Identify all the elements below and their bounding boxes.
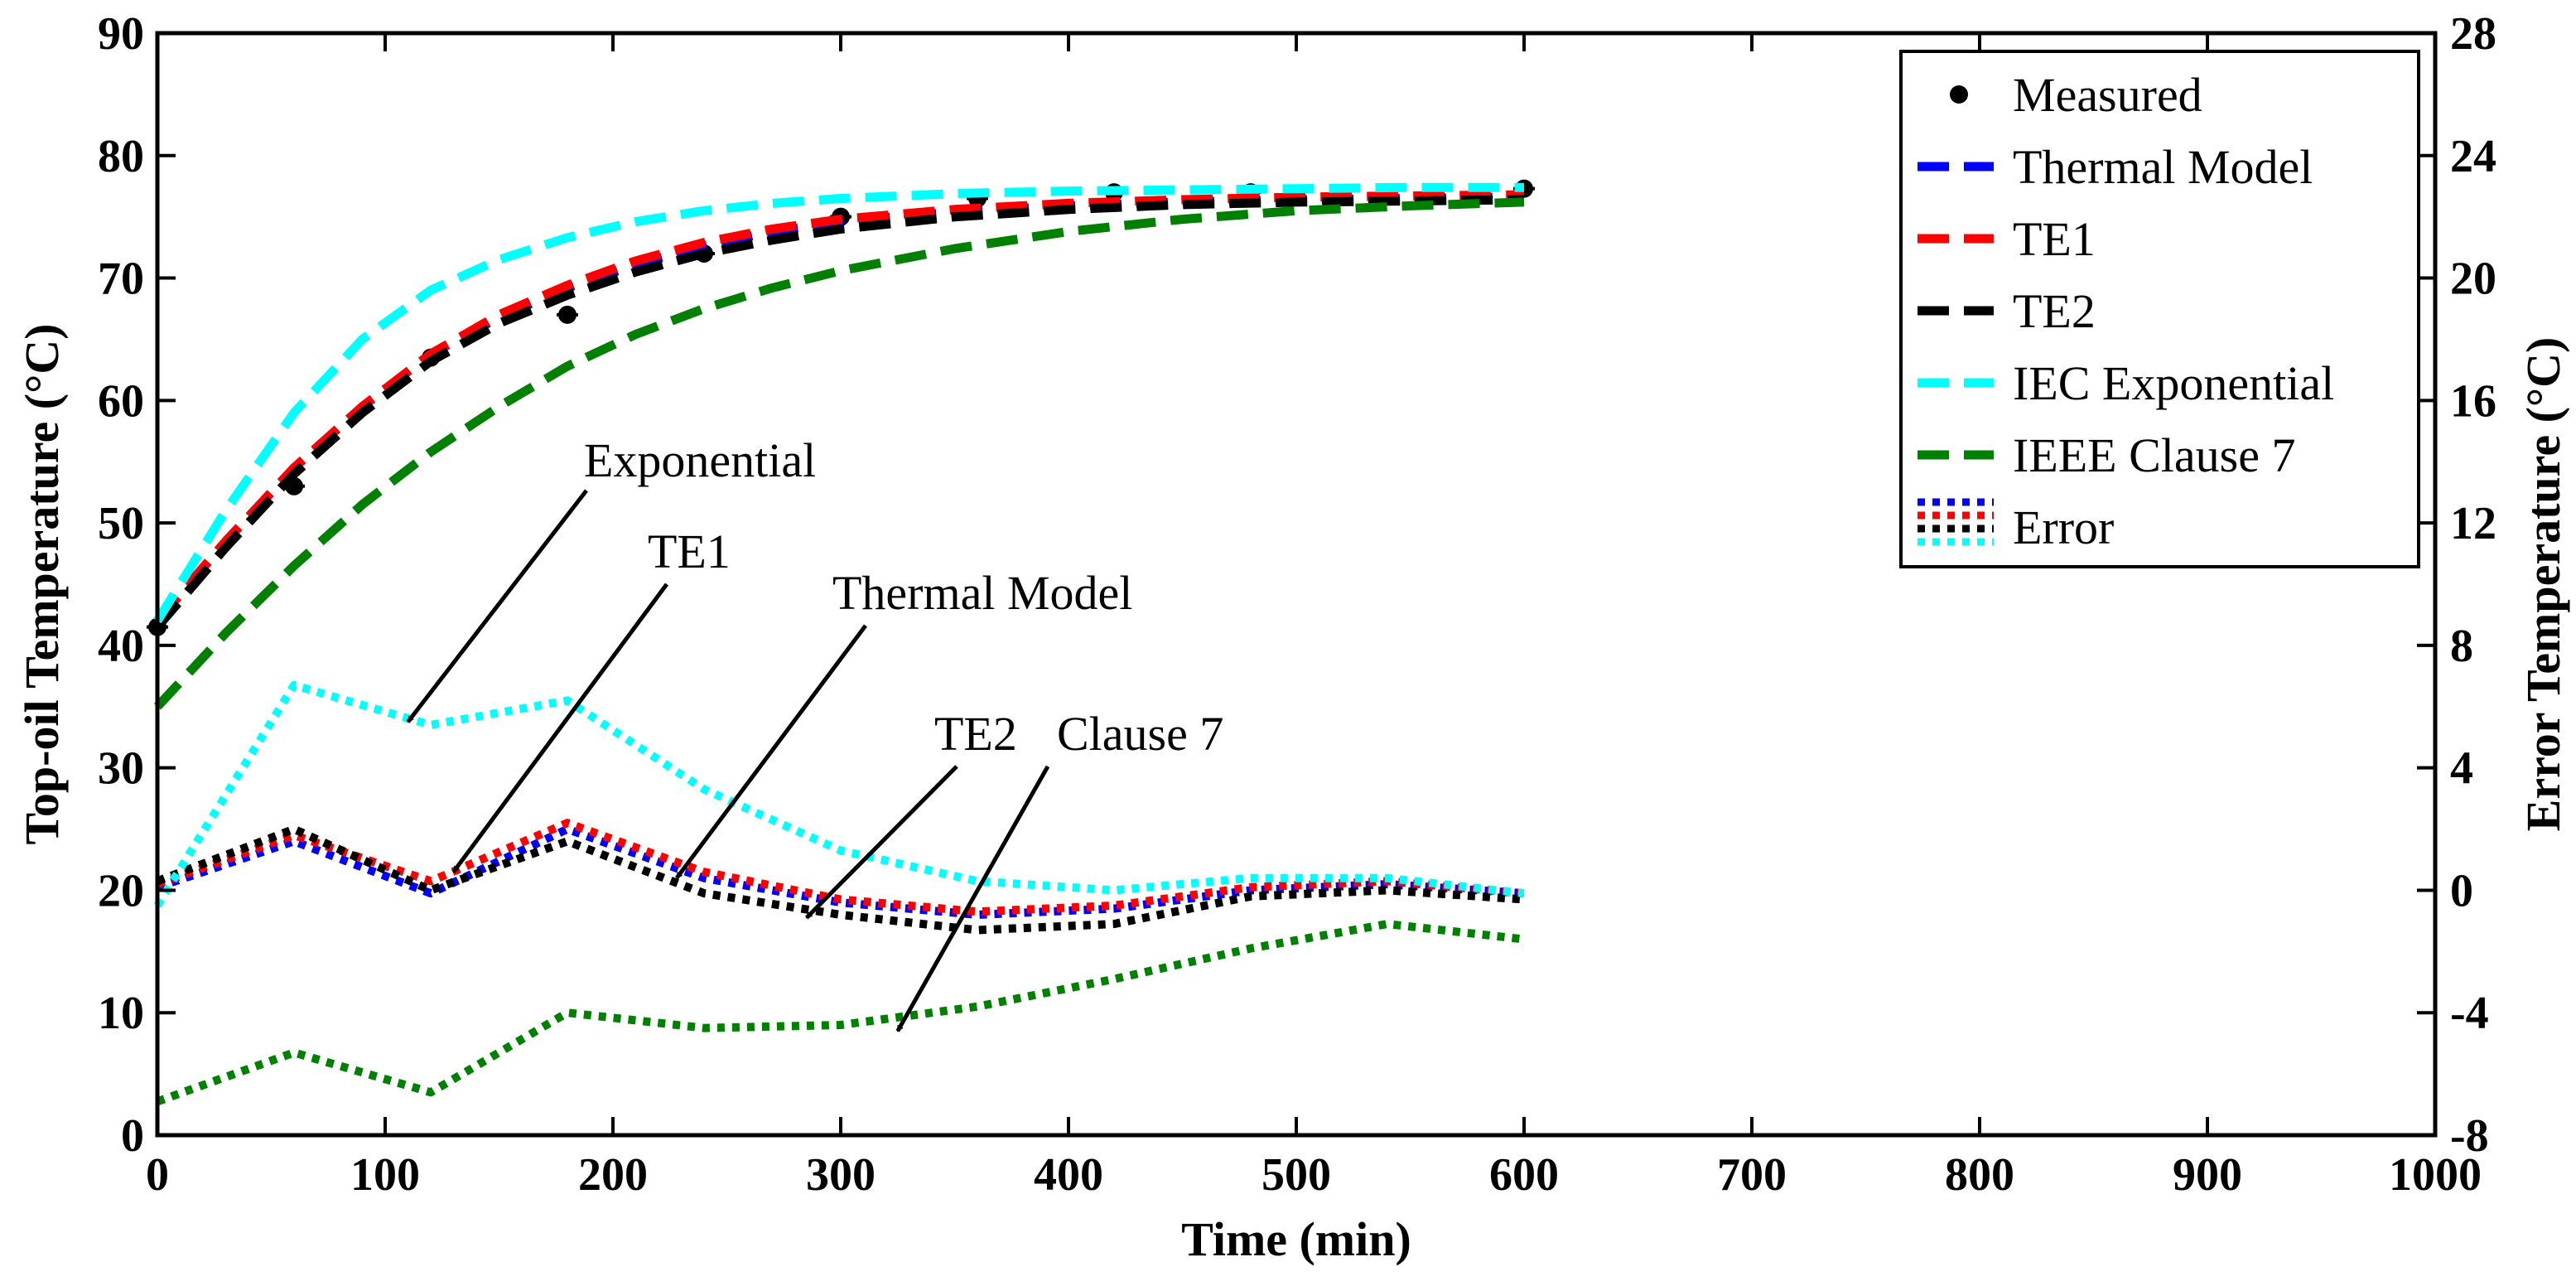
y-right-tick-label: -4 [2450,988,2489,1039]
legend-label-te1: TE1 [2013,212,2096,266]
legend-label-iec-exponential: IEC Exponential [2013,356,2334,410]
x-tick-label: 100 [350,1149,420,1201]
ticks-layer: 0 100 200 300 400 500 600 700 800 900 100001020304… [98,8,2496,1201]
annotation-arrow [674,624,868,880]
annotation-label: TE1 [648,524,731,578]
x-tick-label: 500 [1261,1149,1331,1201]
annotation-layer: Exponential TE1 Thermal Model TE2 Clause 7 [406,433,1223,1032]
y-right-tick-label: 0 [2450,865,2473,916]
legend-label-te2: TE2 [2013,284,2096,338]
series-error-iec-exponential [153,680,1525,908]
series-iec-exponential [153,182,1524,624]
y-left-tick-label: 30 [98,743,144,795]
annotation-label: Clause 7 [1057,707,1223,761]
annotation-arrow [451,582,669,873]
x-tick-label: 0 [146,1149,169,1201]
legend-label-ieee-clause-7: IEEE Clause 7 [2013,428,2295,482]
legend-label-measured: Measured [2013,68,2202,122]
y-left-tick-label: 90 [98,8,144,60]
y-left-tick-label: 40 [98,621,144,672]
x-tick-label: 600 [1489,1149,1559,1201]
y-left-tick-label: 60 [98,375,144,427]
y-right-tick-label: 8 [2450,621,2473,672]
y-right-tick-label: 28 [2450,8,2496,60]
legend-swatch-measured [1950,85,1968,104]
x-tick-label: 200 [578,1149,648,1201]
y-left-tick-label: 0 [121,1110,144,1162]
legend-label-thermal-model: Thermal Model [2013,140,2313,194]
y-right-tick-label: 24 [2450,131,2496,182]
y-right-tick-label: 4 [2450,743,2473,795]
series-te2 [153,195,1525,631]
y-right-tick-label: 12 [2450,498,2496,549]
series-te1 [153,190,1525,624]
y-right-tick-label: -8 [2450,1110,2489,1162]
series-error-te2 [156,824,1525,935]
x-tick-label: 300 [806,1149,876,1201]
annotation-label: Thermal Model [832,566,1132,620]
series-ieee-clause-7 [153,197,1525,710]
annotation-label: Exponential [584,433,816,487]
legend: Measured Thermal Model TE1 TE2 IEC Exponenti… [1899,50,2420,568]
series-error-te1 [156,819,1525,916]
y-right-tick-label: 20 [2450,254,2496,305]
annotation-arrow [895,765,1050,1032]
y-right-tick-label: 16 [2450,375,2496,427]
legend-label-error: Error [2013,500,2114,554]
y-left-tick-label: 80 [98,131,144,182]
x-axis-label: Time (min) [1181,1212,1411,1266]
annotation-label: TE2 [934,707,1017,761]
annotation-arrow [804,765,958,920]
annotation-arrow [406,489,588,723]
y-axis-right-label: Error Temperature (°C) [2516,337,2570,832]
x-tick-label: 400 [1034,1149,1103,1201]
x-tick-label: 900 [2173,1149,2242,1201]
series-layer [147,179,1535,1106]
x-tick-label: 1000 [2389,1149,2482,1201]
series-error-ieee-clause-7 [156,920,1525,1106]
x-tick-label: 700 [1717,1149,1787,1201]
y-left-tick-label: 20 [98,865,144,916]
y-axis-left-label: Top-oil Temperature (°C) [15,324,69,845]
y-left-tick-label: 10 [98,988,144,1039]
y-left-tick-label: 50 [98,498,144,549]
y-left-tick-label: 70 [98,254,144,305]
x-tick-label: 800 [1945,1149,2014,1201]
